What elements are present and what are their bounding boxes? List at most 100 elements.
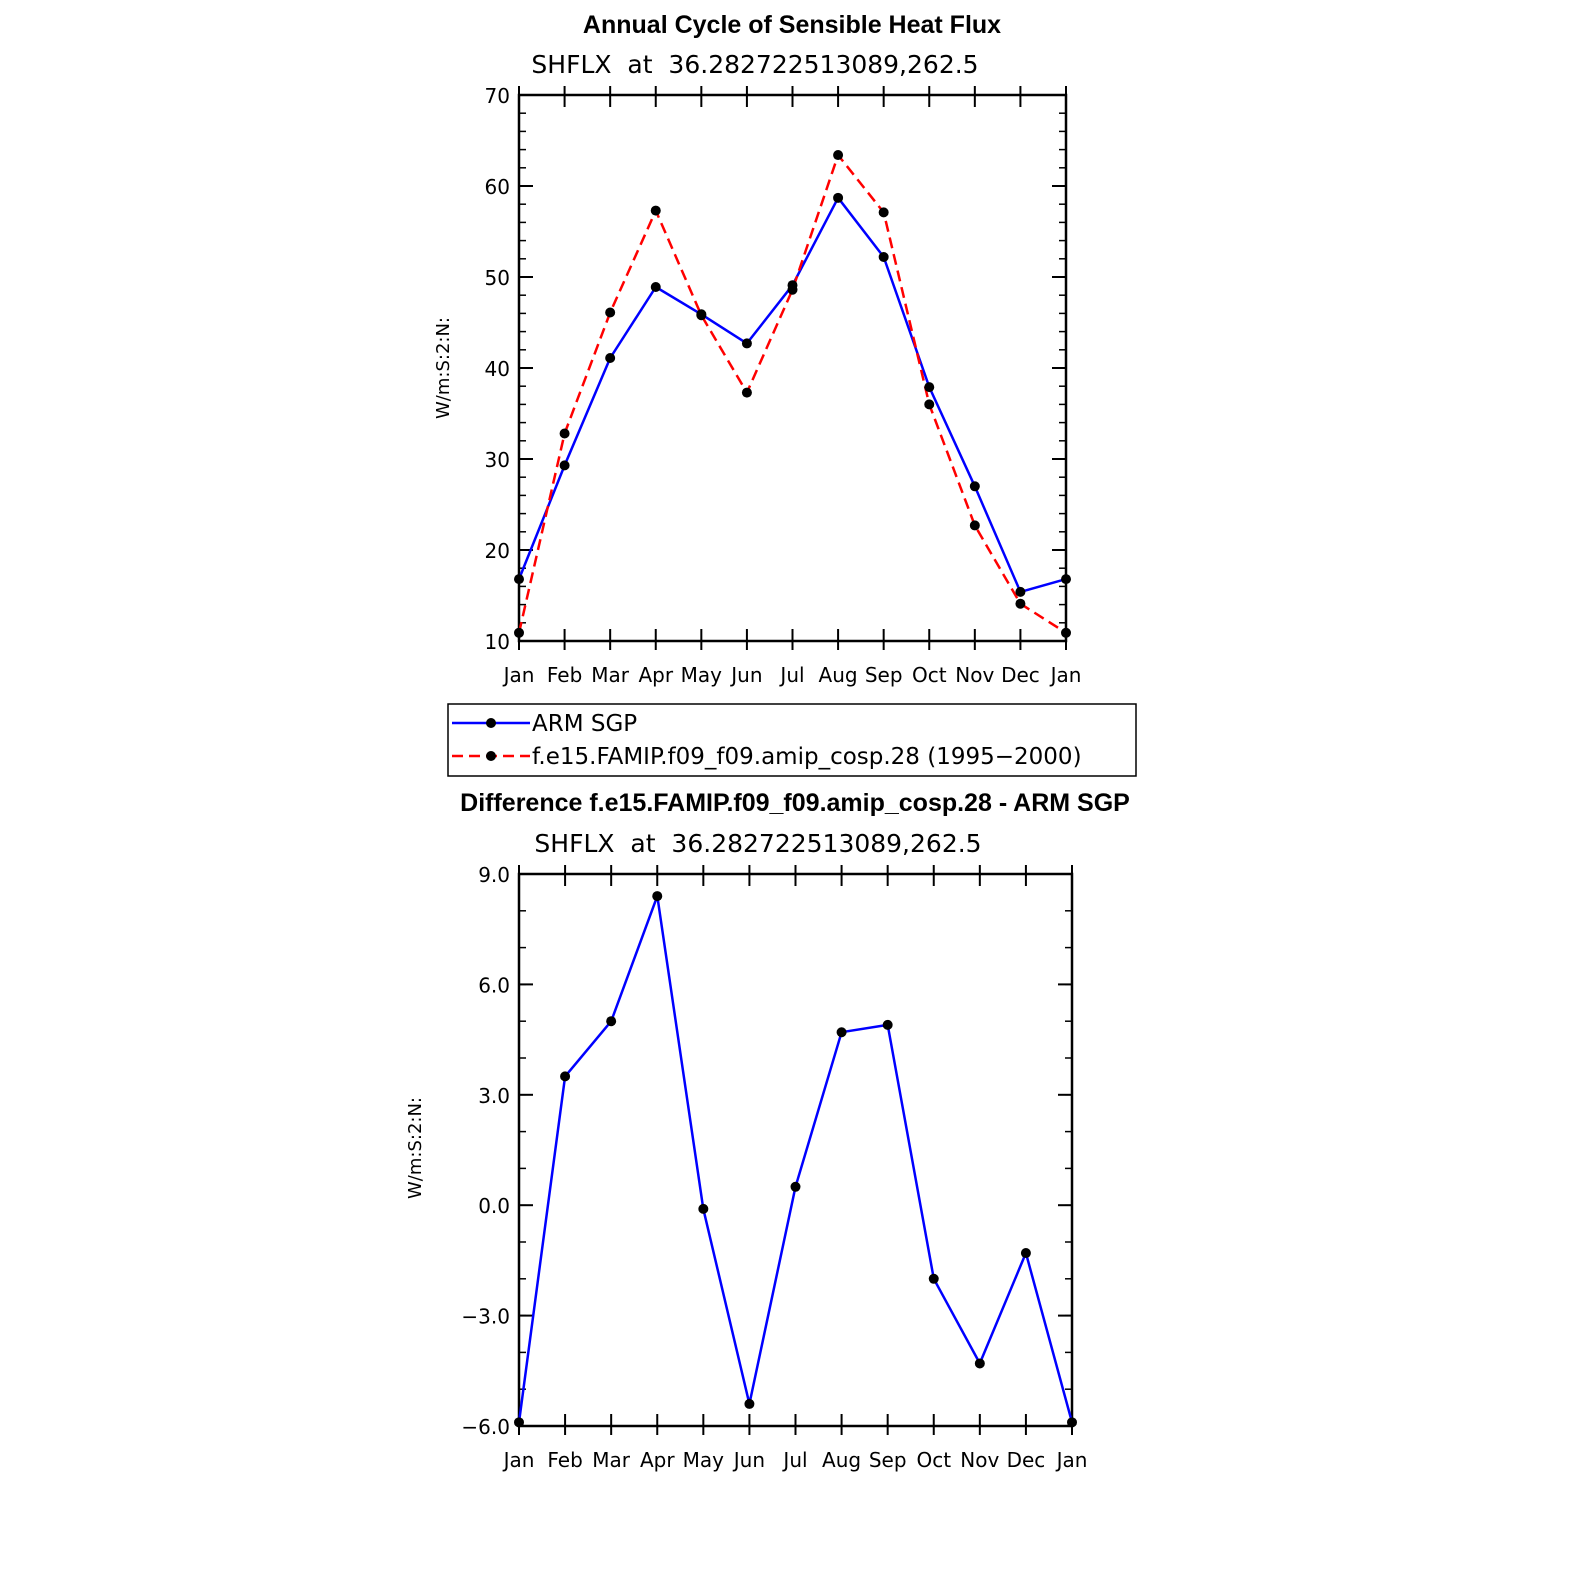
data-point-series-0 [969,481,980,492]
data-point-series-0 [924,382,935,393]
chart2-y-tick-labels: 9.0 6.0 3.0 0.0 −3.0 −6.0 [461,863,510,1439]
series-line-1 [517,153,1067,634]
data-point-series-0 [1061,574,1071,585]
data-point-series-1 [787,284,798,295]
data-point-series-0 [606,1016,617,1027]
data-point-series-0 [928,1273,939,1284]
x-tick-label: Sep [869,1448,907,1472]
chart1-legend: ARM SGP f.e15.FAMIP.f09_f09.amip_cosp.28… [447,703,1137,777]
chart2-y-axis-label: W/m:S:2:N: [405,1097,426,1199]
legend-label-arm-sgp: ARM SGP [532,711,637,737]
y-tick-label: −6.0 [461,1415,510,1439]
data-point-series-0 [878,251,889,262]
data-point-series-0 [652,891,663,902]
y-tick-label: 20 [485,539,510,563]
legend-box [447,703,1137,777]
data-point-series-0 [559,460,570,471]
chart2-title: Difference f.e15.FAMIP.f09_f09.amip_cosp… [460,789,1130,817]
data-point-series-0 [836,1027,847,1038]
chart1-title: Annual Cycle of Sensible Heat Flux [583,11,1001,39]
x-tick-label: Jan [502,1448,535,1472]
y-tick-label: −3.0 [461,1305,510,1329]
data-point-series-1 [741,387,752,398]
y-tick-label: 60 [485,175,510,199]
x-tick-label: Oct [916,1448,951,1472]
x-tick-label: May [683,1448,725,1472]
data-point-series-1 [650,205,661,216]
series-line-0 [517,196,1067,594]
data-point-series-1 [696,310,707,321]
y-tick-label: 3.0 [478,1084,510,1108]
x-tick-label: Jan [502,663,535,687]
chart1-plot-frame [517,93,1068,643]
chart1-series [514,150,1071,638]
x-tick-label: Apr [640,1448,675,1472]
x-tick-label: Aug [819,663,858,687]
chart2-ticks [518,865,1073,1435]
y-tick-label: 0.0 [478,1194,510,1218]
x-tick-label: Feb [547,1448,582,1472]
data-point-series-0 [514,574,524,585]
x-tick-label: Mar [592,1448,631,1472]
chart2-subtitle: SHFLX at 36.282722513089,262.5 [534,829,981,858]
data-point-series-1 [1061,627,1071,638]
x-tick-label: Dec [1001,663,1040,687]
y-tick-label: 10 [485,630,510,654]
x-tick-label: Mar [591,663,630,687]
x-tick-label: May [681,663,723,687]
chart1-ticks [518,86,1067,650]
data-point-series-0 [1020,1248,1031,1259]
y-tick-label: 70 [485,84,510,108]
annual-cycle-chart: Annual Cycle of Sensible Heat Flux SHFLX… [433,11,1081,687]
y-tick-label: 30 [485,448,510,472]
data-point-series-0 [560,1071,571,1082]
data-point-series-0 [741,338,752,349]
x-tick-label: Jun [732,1448,765,1472]
x-tick-label: Nov [960,1448,999,1472]
x-tick-label: Dec [1007,1448,1046,1472]
y-tick-label: 6.0 [478,973,510,997]
y-tick-label: 9.0 [478,863,510,887]
data-point-series-0 [882,1019,893,1030]
x-tick-label: Jan [1049,663,1082,687]
x-tick-label: Jan [1055,1448,1088,1472]
data-point-series-0 [974,1358,985,1369]
x-tick-label: Aug [822,1448,861,1472]
data-point-series-1 [833,150,844,161]
data-point-series-1 [1015,598,1026,609]
x-tick-label: Jul [781,1448,807,1472]
chart1-y-tick-labels: 70 60 50 40 30 20 10 [485,84,510,654]
data-point-series-0 [650,282,661,293]
data-point-series-1 [605,307,616,318]
y-tick-label: 40 [485,357,510,381]
series-line-0 [517,894,1074,1423]
chart1-y-axis-label: W/m:S:2:N: [433,317,454,419]
x-tick-label: Jun [729,663,762,687]
legend-marker-arm-sgp [486,718,496,728]
data-point-series-0 [1015,586,1026,597]
data-point-series-0 [833,192,844,203]
chart1-subtitle: SHFLX at 36.282722513089,262.5 [531,50,978,79]
difference-chart: Difference f.e15.FAMIP.f09_f09.amip_cosp… [405,789,1130,1472]
data-point-series-1 [969,520,980,531]
data-point-series-1 [878,207,889,218]
chart2-series [514,891,1077,1428]
legend-marker-famip [486,751,496,761]
data-point-series-1 [514,627,524,638]
y-tick-label: 50 [485,266,510,290]
data-point-series-0 [698,1203,709,1214]
x-tick-label: Apr [638,663,673,687]
x-tick-label: Oct [912,663,947,687]
data-point-series-0 [1067,1417,1077,1428]
legend-label-famip: f.e15.FAMIP.f09_f09.amip_cosp.28 (1995−2… [532,744,1082,770]
data-point-series-0 [790,1181,801,1192]
data-point-series-0 [744,1398,755,1409]
data-point-series-1 [559,428,570,439]
x-tick-label: Nov [955,663,994,687]
data-point-series-1 [924,399,935,410]
chart1-x-tick-labels: Jan Feb Mar Apr May Jun Jul Aug Sep Oct Nov Dec Jan [502,663,1082,687]
chart2-x-tick-labels: Jan Feb Mar Apr May Jun Jul Aug Sep Oct Nov Dec Jan [502,1448,1088,1472]
x-tick-label: Sep [865,663,903,687]
data-point-series-0 [514,1417,524,1428]
